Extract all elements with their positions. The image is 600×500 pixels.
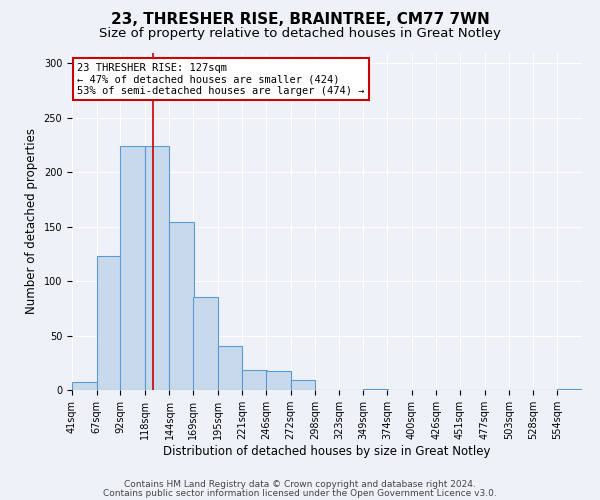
- Bar: [290, 380, 315, 390]
- Bar: [242, 370, 267, 390]
- Text: Contains HM Land Registry data © Crown copyright and database right 2024.: Contains HM Land Registry data © Crown c…: [124, 480, 476, 489]
- Bar: [145, 146, 169, 390]
- Bar: [72, 382, 97, 390]
- Bar: [120, 146, 145, 390]
- Bar: [193, 298, 218, 390]
- Bar: [266, 372, 290, 390]
- Y-axis label: Number of detached properties: Number of detached properties: [25, 128, 38, 314]
- X-axis label: Distribution of detached houses by size in Great Notley: Distribution of detached houses by size …: [163, 445, 491, 458]
- Bar: [97, 256, 121, 390]
- Bar: [218, 346, 242, 390]
- Bar: [169, 222, 194, 390]
- Bar: [557, 389, 582, 390]
- Text: Contains public sector information licensed under the Open Government Licence v3: Contains public sector information licen…: [103, 488, 497, 498]
- Text: 23 THRESHER RISE: 127sqm
← 47% of detached houses are smaller (424)
53% of semi-: 23 THRESHER RISE: 127sqm ← 47% of detach…: [77, 62, 365, 96]
- Bar: [364, 389, 388, 390]
- Text: 23, THRESHER RISE, BRAINTREE, CM77 7WN: 23, THRESHER RISE, BRAINTREE, CM77 7WN: [110, 12, 490, 28]
- Text: Size of property relative to detached houses in Great Notley: Size of property relative to detached ho…: [99, 28, 501, 40]
